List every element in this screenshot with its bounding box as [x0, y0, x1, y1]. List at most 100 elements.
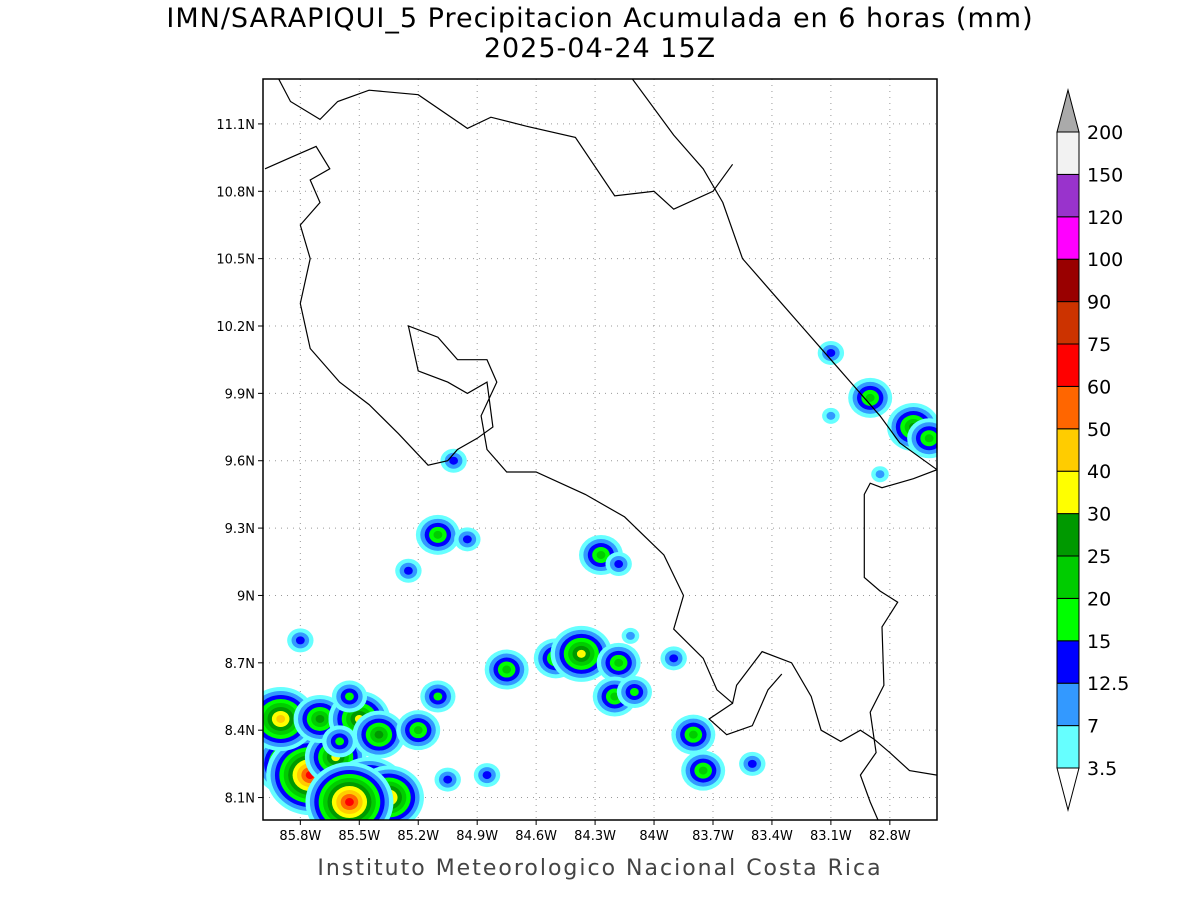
colorbar-box	[1056, 597, 1080, 642]
lon-tick-label: 83.1W	[810, 829, 852, 844]
precip-cell	[413, 726, 423, 735]
precip-cell	[826, 411, 836, 420]
colorbar-level-label: 200	[1087, 122, 1123, 144]
axis-ticks: 8.1N 8.4N 8.7N 9N 9.3N 9.6N 9.9N 10.2N 10.5N 10.8…	[216, 118, 911, 844]
colorbar-level-label: 15	[1087, 631, 1111, 653]
lat-tick-label: 10.5N	[216, 253, 255, 268]
lat-tick-label: 10.2N	[216, 320, 255, 335]
precip-cell	[404, 566, 413, 575]
map-frame	[262, 78, 938, 821]
colorbar-box	[1056, 385, 1080, 430]
precip-cell	[865, 393, 875, 402]
precip-cell	[698, 766, 708, 775]
lat-tick-label: 8.7N	[225, 657, 255, 672]
lon-tick-label: 82.8W	[869, 829, 911, 844]
precip-cell	[614, 658, 624, 667]
lat-tick-label: 8.4N	[225, 724, 255, 739]
colorbar-level-label: 3.5	[1087, 758, 1117, 780]
colorbar-level-label: 50	[1087, 419, 1111, 441]
coastline-boundaries	[264, 79, 937, 820]
colorbar-legend: 3.5 7 12.5 15 20 25 30 40 50 60 75 90 100 120 150 200	[1056, 88, 1129, 812]
colorbar-level-label: 25	[1087, 546, 1111, 568]
precip-cell	[295, 636, 305, 645]
precip-cell	[276, 714, 286, 723]
colorbar-box	[1056, 131, 1080, 175]
precip-cell	[443, 775, 453, 784]
colorbar-level-label: 40	[1087, 461, 1111, 483]
colorbar-level-label: 100	[1087, 249, 1123, 271]
lat-tick-label: 9.9N	[225, 387, 255, 402]
lat-tick-label: 9.6N	[225, 455, 255, 470]
osa-peninsula	[708, 673, 783, 736]
map-title: IMN/SARAPIQUI_5 Precipitacion Acumulada …	[166, 3, 1034, 34]
precip-cell	[482, 771, 492, 780]
precip-cell	[374, 730, 384, 739]
precip-cell	[315, 714, 325, 723]
precip-cell	[875, 470, 885, 479]
precip-cell	[826, 348, 836, 357]
colorbar-level-label: 90	[1087, 292, 1111, 314]
precip-cell	[335, 737, 345, 746]
colorbar-box	[1056, 216, 1080, 260]
colorbar-box	[1056, 301, 1080, 345]
precip-cell	[688, 730, 698, 739]
colorbar-level-label: 30	[1087, 504, 1111, 526]
precip-cell	[502, 665, 512, 674]
colorbar-box	[1056, 725, 1080, 769]
lon-tick-label: 84.6W	[515, 829, 557, 844]
lon-tick-label: 84W	[639, 829, 669, 844]
precip-cell	[345, 692, 354, 701]
caribbean-coast	[631, 79, 937, 471]
precip-cell	[345, 798, 354, 807]
colorbar-level-label: 120	[1087, 207, 1123, 229]
precip-cell	[610, 692, 620, 701]
lon-tick-label: 85.2W	[397, 829, 439, 844]
pacific-coast-south	[264, 145, 937, 776]
lon-tick-label: 83.4W	[751, 829, 793, 844]
colorbar-box	[1056, 555, 1080, 599]
precip-cell	[629, 688, 639, 697]
colorbar-level-label: 12.5	[1087, 673, 1129, 695]
lat-tick-label: 9N	[237, 589, 255, 604]
colorbar-level-label: 75	[1087, 334, 1111, 356]
nicaragua-costa-rica-border	[278, 79, 734, 210]
colorbar-level-label: 20	[1087, 588, 1111, 610]
colorbar-box	[1056, 640, 1080, 684]
colorbar-level-label: 150	[1087, 164, 1123, 186]
colorbar-box	[1056, 343, 1080, 387]
precip-cell	[614, 560, 624, 569]
precip-cell	[747, 759, 757, 768]
precip-cell	[669, 654, 679, 663]
precip-cell	[462, 535, 472, 544]
colorbar-level-label: 7	[1087, 716, 1099, 738]
lon-tick-label: 85.8W	[279, 829, 321, 844]
precip-cell	[576, 649, 586, 658]
lon-tick-label: 85.5W	[338, 829, 380, 844]
colorbar-box	[1056, 682, 1080, 727]
lat-tick-label: 8.1N	[225, 792, 255, 807]
lon-tick-label: 83.7W	[692, 829, 734, 844]
precip-cell	[433, 530, 443, 539]
precip-cell	[449, 456, 459, 465]
precip-cell	[596, 551, 606, 560]
colorbar-box	[1056, 470, 1080, 515]
precip-cell	[626, 631, 635, 640]
colorbar-top-arrow	[1056, 88, 1080, 133]
lat-tick-label: 9.3N	[225, 522, 255, 537]
colorbar-box	[1056, 428, 1080, 472]
lat-tick-label: 10.8N	[216, 185, 255, 200]
colorbar-level-label: 60	[1087, 376, 1111, 398]
panama-border	[859, 469, 937, 820]
lon-tick-label: 84.9W	[456, 829, 498, 844]
colorbar-box	[1056, 513, 1080, 557]
precipitation-field	[263, 340, 937, 820]
precip-cell	[433, 692, 443, 701]
lon-tick-label: 84.3W	[574, 829, 616, 844]
lat-tick-label: 11.1N	[216, 118, 255, 133]
colorbar-bottom-arrow	[1056, 767, 1080, 812]
precip-cell	[924, 434, 934, 443]
colorbar-box	[1056, 173, 1080, 218]
map-subtitle: 2025-04-24 15Z	[483, 33, 717, 64]
colorbar-box	[1056, 258, 1080, 303]
